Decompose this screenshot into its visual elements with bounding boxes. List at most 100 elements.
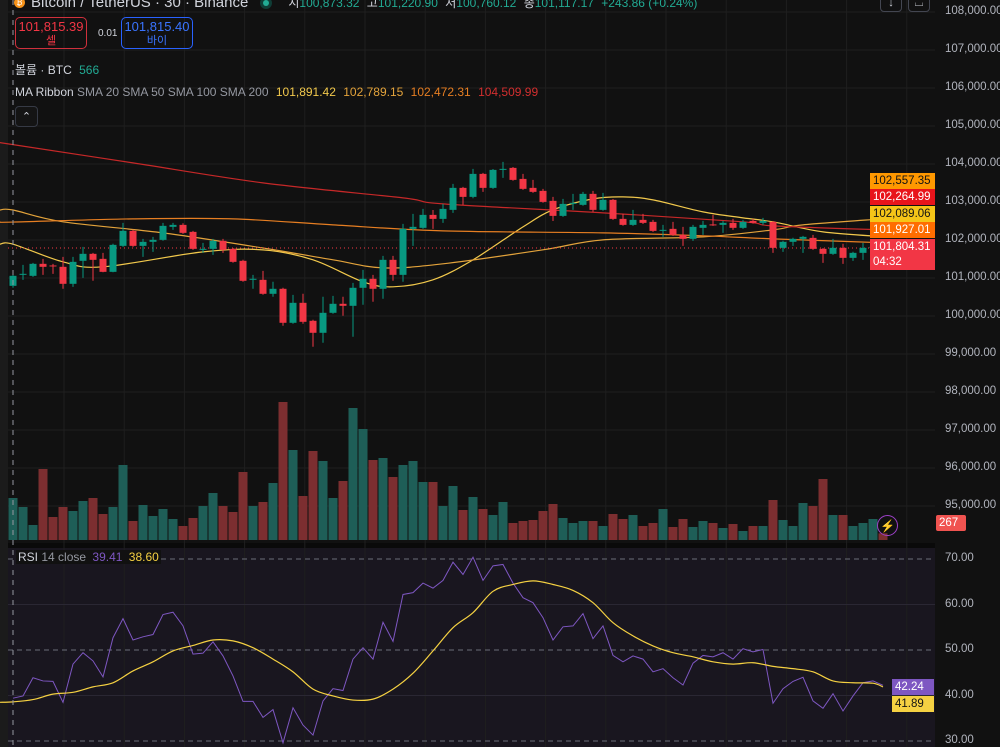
sma100-value: 102,472.31 <box>410 85 471 99</box>
volume-bar <box>828 515 838 540</box>
rsi-legend-name: RSI <box>18 550 39 564</box>
candle <box>659 224 667 237</box>
candle-body <box>139 241 147 246</box>
candle-body <box>649 221 657 231</box>
rsi-legend[interactable]: RSI 14 close 39.41 38.60 <box>16 550 161 564</box>
volume-bar <box>488 515 498 540</box>
price-axis-label: 95,000.00 <box>945 499 997 511</box>
candle <box>189 230 197 250</box>
candle <box>699 220 707 235</box>
volume-bar <box>478 509 488 540</box>
candle-body <box>479 173 487 188</box>
candle-body <box>249 278 257 280</box>
volume-bar <box>108 507 118 540</box>
volume-legend[interactable]: 볼륨 · BTC 566 <box>15 61 99 78</box>
candle-body <box>759 220 767 223</box>
candle-body <box>289 302 297 323</box>
candle <box>569 193 577 210</box>
volume-bar <box>118 465 128 540</box>
ma-legend-name: MA Ribbon <box>15 85 74 99</box>
candle <box>369 274 377 302</box>
volume-bar <box>818 479 828 540</box>
volume-bar <box>188 518 198 540</box>
candle <box>809 234 817 250</box>
scroll-down-button[interactable]: ↓ <box>880 0 902 12</box>
volume-bar <box>468 497 478 540</box>
candle-body <box>389 259 397 275</box>
rsi-ma-badge: 41.89 <box>892 696 934 712</box>
sma20-value: 101,891.42 <box>275 85 336 99</box>
candle-body <box>739 221 747 228</box>
high-label: 고 <box>366 0 378 10</box>
volume-bar <box>38 469 48 540</box>
badge-text: 102,089.06 <box>873 208 931 220</box>
volume-bar <box>798 503 808 540</box>
buy-price: 101,815.40 <box>124 19 190 34</box>
candle-body <box>379 259 387 289</box>
volume-bar <box>268 483 278 540</box>
volume-bar <box>28 525 38 540</box>
candle <box>29 262 37 277</box>
volume-legend-label: 볼륨 · BTC <box>15 63 72 77</box>
candle-body <box>119 230 127 246</box>
maximize-button[interactable]: ⌴ <box>908 0 930 12</box>
candle-body <box>109 244 117 272</box>
price-axis-label: 101,000.00 <box>945 271 1000 283</box>
volume-bar <box>618 519 628 540</box>
candlesticks <box>9 161 887 347</box>
candle <box>199 242 207 253</box>
candle <box>719 220 727 233</box>
volume-bar <box>328 498 338 540</box>
sell-button[interactable]: 101,815.39 셀 <box>15 17 87 49</box>
pane-separator[interactable] <box>0 543 935 548</box>
bitcoin-icon: ₿ <box>14 0 25 8</box>
volume-bar <box>418 482 428 540</box>
price-axis[interactable] <box>935 0 1000 747</box>
candle-body <box>369 278 377 289</box>
volume-bar <box>878 533 888 540</box>
candle-body <box>319 312 327 333</box>
rsi-badge-text: 42.24 <box>895 681 924 693</box>
volume-bar <box>608 514 618 540</box>
ma-ribbon-legend[interactable]: MA Ribbon SMA 20 SMA 50 SMA 100 SMA 200 … <box>15 85 538 99</box>
candle <box>229 247 237 263</box>
volume-bar <box>48 517 58 540</box>
sma50-line <box>0 208 884 269</box>
candle <box>119 222 127 247</box>
price-pane[interactable] <box>0 0 935 543</box>
market-open-icon <box>260 0 273 9</box>
candle <box>849 251 857 261</box>
candle <box>209 238 217 255</box>
candle <box>459 186 467 205</box>
candle-body <box>409 226 417 229</box>
badge-text: 102,557.35 <box>873 175 931 187</box>
rsi-pane[interactable] <box>0 548 935 747</box>
candle-body <box>189 231 197 249</box>
symbol-header: ₿ Bitcoin / TetherUS · 30 · Binance 시100… <box>14 0 697 11</box>
lightning-icon[interactable]: ⚡ <box>877 515 898 536</box>
candle-body <box>439 208 447 219</box>
candle-body <box>529 187 537 192</box>
buy-button[interactable]: 101,815.40 바이 <box>121 17 193 49</box>
volume-bar <box>248 506 258 540</box>
candle <box>419 208 427 229</box>
candle <box>799 235 807 253</box>
bracket-icon: ⌴ <box>914 0 924 9</box>
candle <box>69 256 77 287</box>
collapse-legend-button[interactable]: ⌃ <box>15 106 38 127</box>
candle-body <box>469 173 477 197</box>
volume-bar <box>708 523 718 540</box>
candle <box>179 223 187 234</box>
volume-bar <box>648 523 658 540</box>
candle-body <box>499 168 507 170</box>
rsi-ma-badge-text: 41.89 <box>895 698 924 710</box>
volume-bar <box>558 518 568 540</box>
badge-text: 101,927.01 <box>873 224 931 236</box>
candle-body <box>539 190 547 202</box>
candle-body <box>859 247 867 253</box>
candle <box>309 319 317 347</box>
volume-bar <box>78 501 88 540</box>
volume-bar <box>358 429 368 540</box>
symbol-title[interactable]: Bitcoin / TetherUS · 30 · Binance <box>31 0 249 11</box>
